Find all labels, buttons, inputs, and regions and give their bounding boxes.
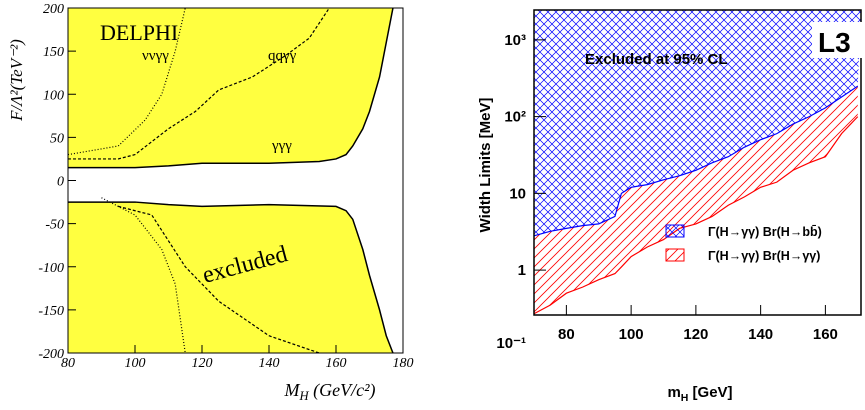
label-part: M xyxy=(284,380,301,400)
y-tick-label: 50 xyxy=(50,131,64,146)
x-tick-label: 120 xyxy=(683,326,708,343)
boundary-line xyxy=(68,7,330,160)
y-tick-label: 200 xyxy=(43,2,64,17)
plot-frame xyxy=(533,9,862,316)
label-part: (GeV/c²) xyxy=(309,380,376,401)
x-tick-label: 140 xyxy=(748,326,773,343)
y-tick-label: 1 xyxy=(518,262,526,279)
y-tick-label: 10 xyxy=(509,185,526,202)
legend-label: Γ(H→γγ) Br(H→bb̄) xyxy=(708,225,822,239)
limit-line xyxy=(533,116,859,315)
boundary-line xyxy=(68,7,394,169)
boundary-line xyxy=(68,201,394,354)
excluded-region xyxy=(534,10,861,236)
x-tick-label: 160 xyxy=(813,326,838,343)
y-tick-label: 10⁻¹ xyxy=(496,335,526,352)
y-tick-label: -150 xyxy=(38,304,64,319)
subscript: H xyxy=(681,392,689,404)
y-tick-label: -50 xyxy=(45,218,64,233)
x-tick-label: 100 xyxy=(619,326,644,343)
annotation: γγγ xyxy=(271,138,292,154)
label-part: m xyxy=(667,384,680,401)
label-part: [GeV] xyxy=(688,384,732,401)
excluded-region xyxy=(534,86,858,314)
x-tick-label: 100 xyxy=(125,356,146,371)
y-tick-label: 10³ xyxy=(504,32,526,49)
axis-label: MH (GeV/c²) xyxy=(284,380,376,403)
annotation: DELPHI xyxy=(100,20,178,45)
boundary-line xyxy=(101,197,186,354)
boundary-line xyxy=(118,205,320,354)
y-tick-label: 100 xyxy=(43,88,64,103)
subscript: H xyxy=(299,389,310,403)
x-tick-label: 80 xyxy=(61,356,75,371)
x-tick-label: 140 xyxy=(259,356,280,371)
legend-swatch xyxy=(665,224,685,238)
chart-title: L3 xyxy=(818,27,851,58)
y-tick-label: -100 xyxy=(38,261,64,276)
y-tick-label: 0 xyxy=(57,175,64,190)
annotation: ννγγ xyxy=(142,48,169,64)
annotation: qqγγ xyxy=(268,48,297,64)
legend-label: Γ(H→γγ) Br(H→γγ) xyxy=(708,249,820,263)
excluded-region xyxy=(68,8,393,168)
axis-label: mH [GeV] xyxy=(667,384,732,404)
annotation: Excluded at 95% CL xyxy=(585,51,728,68)
y-tick-label: 150 xyxy=(43,45,64,60)
legend-swatch xyxy=(665,248,685,262)
excluded-region xyxy=(68,202,393,353)
y-axis-label: Width Limits [MeV] xyxy=(477,98,494,233)
x-tick-label: 160 xyxy=(326,356,347,371)
x-tick-label: 80 xyxy=(558,326,575,343)
y-tick-label: -200 xyxy=(38,347,64,362)
y-axis-label: F/Λ²(TeV⁻²) xyxy=(7,39,26,122)
title-box xyxy=(812,22,864,58)
limit-line xyxy=(533,85,859,237)
x-tick-label: 120 xyxy=(192,356,213,371)
y-tick-label: 10² xyxy=(504,109,526,126)
boundary-line xyxy=(67,7,186,156)
x-tick-label: 180 xyxy=(393,356,414,371)
